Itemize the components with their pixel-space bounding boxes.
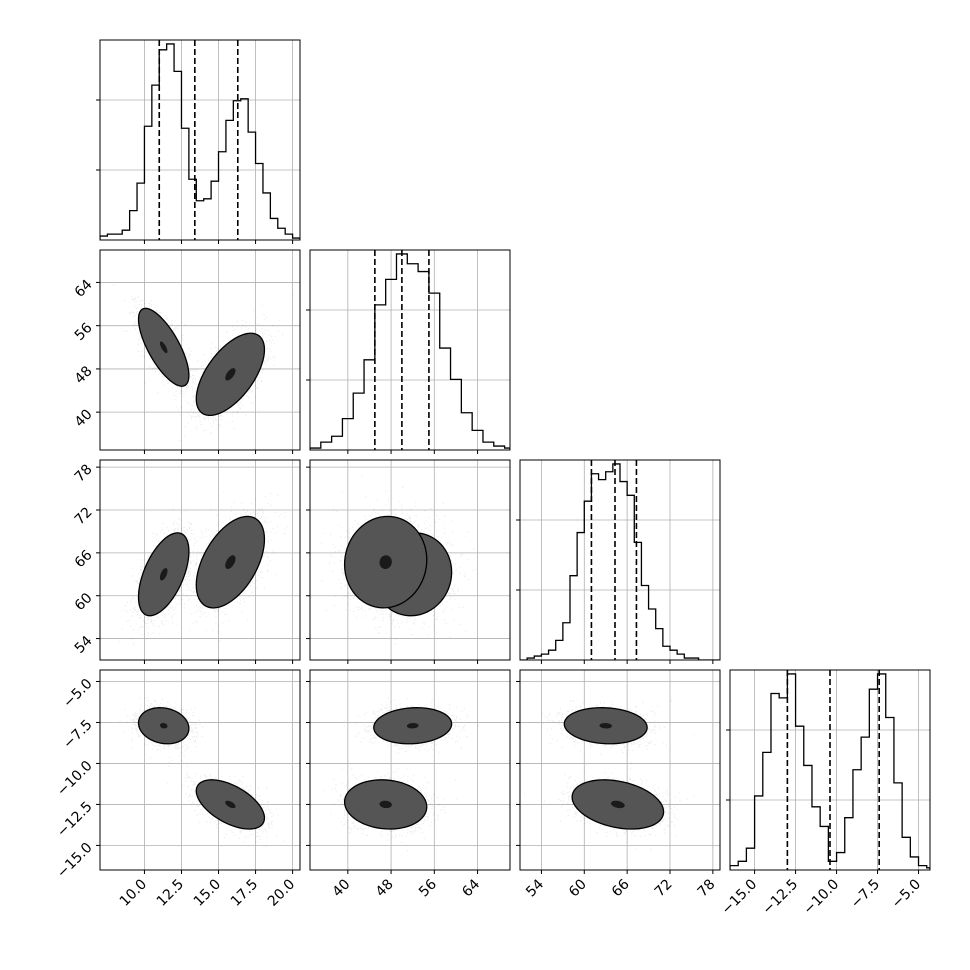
y-tick-label: −12.5 <box>54 799 96 841</box>
x-tick-label: −12.5 <box>760 876 802 918</box>
panel-frame <box>99 459 301 661</box>
panel-frame <box>99 669 301 871</box>
panel-frame <box>519 459 721 661</box>
density-peak-0 <box>159 341 168 354</box>
density-peak-1 <box>225 800 236 809</box>
histogram-step-3 <box>730 673 930 870</box>
density-peak-0 <box>406 723 419 729</box>
y-tick-label: −7.5 <box>60 717 95 752</box>
y-tick-label: −5.0 <box>60 676 95 711</box>
panel-frame <box>99 39 301 241</box>
histogram-step-0 <box>100 43 300 240</box>
scatter-content-3-1 <box>323 695 480 852</box>
scatter-content-2-0 <box>118 492 288 646</box>
scatter-panel-2-1 <box>306 459 511 664</box>
density-peak-0 <box>159 723 168 729</box>
x-tick-label: 66 <box>609 876 633 900</box>
x-tick-label: 20.0 <box>265 876 298 909</box>
panel-frame <box>99 249 301 451</box>
histogram-step-1 <box>310 253 510 450</box>
histogram-panel-0 <box>96 39 301 244</box>
scatter-content-3-0 <box>119 697 285 847</box>
y-tick-label: 40 <box>72 407 96 431</box>
panel-frame <box>309 459 511 661</box>
x-tick-label: 15.0 <box>191 876 224 909</box>
x-tick-label: 12.5 <box>154 876 187 909</box>
density-peak-1 <box>379 555 392 569</box>
scatter-panel-2-0 <box>96 459 301 664</box>
density-peak-1 <box>225 555 236 569</box>
x-tick-label: 10.0 <box>117 876 150 909</box>
x-tick-label: 40 <box>330 876 354 900</box>
x-tick-label: 60 <box>566 876 590 900</box>
panel-frame <box>309 669 511 871</box>
y-tick-label: 48 <box>72 363 96 387</box>
scatter-panel-3-0 <box>96 669 301 874</box>
panel-frame <box>309 249 511 451</box>
y-tick-label: 56 <box>72 320 96 344</box>
scatter-content-3-2 <box>523 700 695 850</box>
sample-points <box>112 284 294 441</box>
density-peak-0 <box>159 568 168 581</box>
density-peak-0 <box>599 723 612 729</box>
panel-frame <box>729 669 931 871</box>
y-tick-label: 72 <box>72 504 96 528</box>
x-tick-label: −15.0 <box>719 876 761 918</box>
y-tick-label: 64 <box>72 277 96 301</box>
scatter-panel-3-1 <box>306 669 511 874</box>
y-tick-label: 78 <box>72 461 96 485</box>
x-tick-label: 56 <box>416 876 440 900</box>
y-tick-label: 66 <box>72 547 96 571</box>
y-tick-label: −10.0 <box>54 758 96 800</box>
scatter-panel-3-2 <box>516 669 721 874</box>
histogram-panel-2 <box>516 459 721 664</box>
x-tick-label: 64 <box>459 876 483 900</box>
x-tick-label: 78 <box>695 876 719 900</box>
histogram-panel-3 <box>726 669 931 874</box>
x-tick-label: −10.0 <box>801 876 843 918</box>
scatter-content-2-1 <box>320 475 477 645</box>
y-tick-label: 54 <box>72 633 96 657</box>
x-tick-label: 72 <box>652 876 676 900</box>
x-tick-label: 48 <box>373 876 397 900</box>
histogram-step-2 <box>520 463 720 660</box>
y-tick-label: 60 <box>72 590 96 614</box>
x-tick-label: −5.0 <box>889 876 924 911</box>
scatter-content-1-0 <box>112 284 294 441</box>
y-tick-label: −15.0 <box>54 840 96 882</box>
histogram-panel-1 <box>306 249 511 454</box>
density-peak-1 <box>225 368 236 381</box>
density-peak-1 <box>611 800 625 809</box>
panel-frame <box>519 669 721 871</box>
x-tick-label: 54 <box>523 876 547 900</box>
x-tick-label: 17.5 <box>228 876 261 909</box>
x-tick-label: −7.5 <box>848 876 883 911</box>
scatter-panel-1-0 <box>96 249 301 454</box>
density-peak-1 <box>379 800 392 809</box>
